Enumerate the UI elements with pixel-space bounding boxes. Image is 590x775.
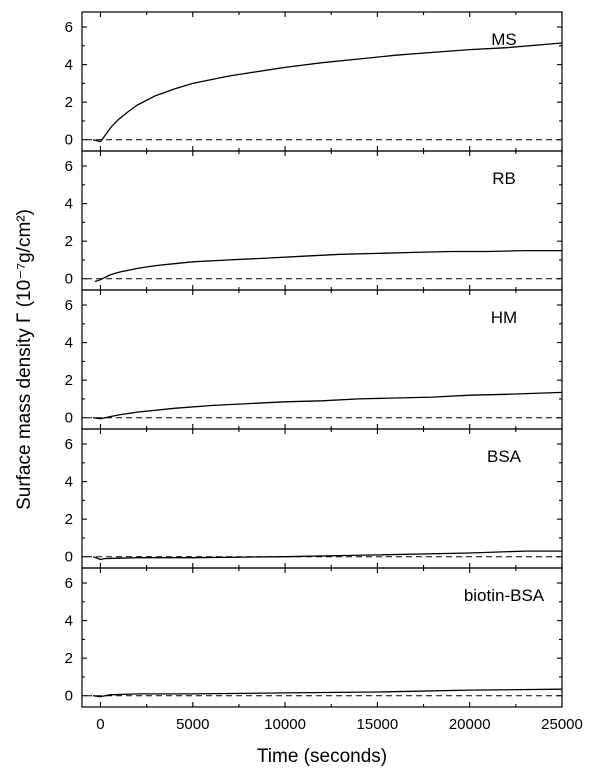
panel-label: biotin-BSA (464, 586, 545, 605)
x-axis-title: Time (seconds) (257, 746, 387, 767)
y-tick-label: 2 (65, 94, 73, 111)
y-tick-label: 4 (65, 57, 73, 74)
y-tick-label: 6 (65, 19, 73, 36)
y-tick-label: 2 (65, 233, 73, 250)
series-line-ms (92, 42, 563, 143)
panel-ms: 0 2 4 6 MS (65, 11, 563, 152)
x-tick-label: 5000 (176, 716, 209, 733)
y-tick-label: 4 (65, 613, 73, 630)
panel-bsa: 0 2 4 6 BSA (65, 428, 563, 569)
y-tick-label: 6 (65, 158, 73, 175)
y-tick-label: 2 (65, 650, 73, 667)
panel-label: MS (491, 30, 517, 49)
y-axis-title: Surface mass density Γ (10⁻⁷g/cm²) (14, 209, 35, 510)
y-tick-label: 6 (65, 436, 73, 453)
x-tick-label: 25000 (541, 716, 583, 733)
y-tick-label: 0 (65, 549, 73, 566)
panel-rb: 0 2 4 6 RB (65, 150, 563, 291)
panel-frame (81, 150, 563, 291)
y-tick-label: 0 (65, 271, 73, 288)
y-tick-label: 6 (65, 297, 73, 314)
y-tick-label: 6 (65, 575, 73, 592)
panel-frame (81, 11, 563, 152)
y-tick-label: 2 (65, 372, 73, 389)
series-line-biotin-bsa (93, 688, 563, 698)
panel-hm: 0 2 4 6 HM (65, 289, 563, 430)
series-line-rb (94, 249, 562, 283)
x-tick-label: 10000 (264, 716, 306, 733)
panel-label: RB (492, 169, 516, 188)
panel-label: BSA (487, 447, 522, 466)
panel-frame (81, 567, 563, 708)
y-tick-label: 0 (65, 132, 73, 149)
y-tick-label: 0 (65, 688, 73, 705)
series-line-hm (93, 391, 563, 420)
x-tick-label: 20000 (449, 716, 491, 733)
y-tick-label: 0 (65, 410, 73, 427)
x-tick-labels: 0 5000 10000 15000 20000 25000 (96, 716, 583, 733)
x-tick-label: 0 (96, 716, 104, 733)
panel-label: HM (491, 308, 517, 327)
panels-group: 0 2 4 6 MS 0 2 4 6 RB 0 2 4 6 HM 0 2 4 6 BSA 0 2 4 6 biotin-BSA (65, 11, 563, 708)
panel-biotin-bsa: 0 2 4 6 biotin-BSA (65, 567, 563, 708)
y-tick-label: 4 (65, 335, 73, 352)
x-tick-label: 15000 (357, 716, 399, 733)
series-line-bsa (92, 550, 562, 561)
y-tick-label: 4 (65, 196, 73, 213)
y-tick-label: 2 (65, 511, 73, 528)
y-tick-label: 4 (65, 474, 73, 491)
